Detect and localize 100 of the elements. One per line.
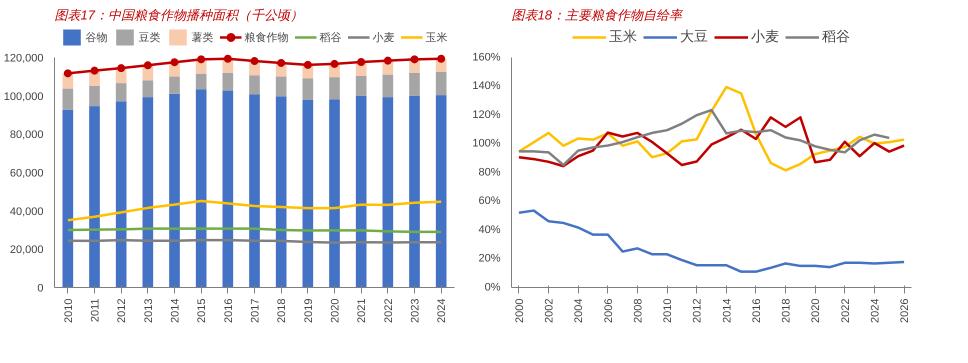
bar bbox=[356, 96, 366, 288]
y-tick-label: 0% bbox=[484, 282, 501, 294]
bar bbox=[142, 97, 154, 288]
x-tick-label: 2013 bbox=[142, 298, 155, 323]
legend-label: 薯类 bbox=[192, 30, 214, 44]
legend-label: 稻谷 bbox=[822, 28, 850, 46]
x-tick-label: 2021 bbox=[356, 298, 368, 323]
y-tick-label: 20% bbox=[478, 252, 501, 265]
bar bbox=[116, 83, 126, 102]
x-tick-label: 2018 bbox=[780, 298, 793, 323]
line-series bbox=[518, 108, 891, 166]
x-tick-label: 2016 bbox=[750, 298, 763, 323]
x-tick-label: 2004 bbox=[573, 298, 586, 323]
x-tick-label: 2002 bbox=[544, 298, 556, 323]
point bbox=[224, 54, 232, 63]
legend-label: 小麦 bbox=[751, 28, 779, 46]
line-series bbox=[518, 209, 906, 273]
legend-label: 谷物 bbox=[86, 30, 108, 44]
y-tick-label: 160% bbox=[472, 51, 501, 64]
point bbox=[277, 58, 286, 67]
bar bbox=[116, 101, 126, 288]
point bbox=[64, 69, 72, 78]
y-tick-label: 100% bbox=[472, 138, 501, 150]
x-tick-label: 2023 bbox=[410, 298, 422, 323]
x-tick-label: 2020 bbox=[810, 298, 822, 323]
y-tick-label: 60% bbox=[478, 195, 501, 208]
y-tick-label: 80,000 bbox=[10, 129, 44, 142]
bar bbox=[276, 96, 286, 288]
point bbox=[304, 60, 312, 69]
x-tick-label: 2016 bbox=[222, 298, 235, 323]
bar bbox=[196, 89, 206, 288]
point bbox=[117, 64, 126, 72]
x-tick-label: 2014 bbox=[170, 298, 182, 323]
line-series bbox=[518, 116, 906, 168]
x-tick-label: 2024 bbox=[869, 298, 882, 323]
bar bbox=[409, 96, 420, 288]
point bbox=[90, 66, 98, 75]
point bbox=[357, 58, 366, 66]
point bbox=[250, 57, 258, 66]
bar bbox=[409, 72, 420, 96]
legend-label: 稻谷 bbox=[320, 30, 342, 44]
x-tick-label: 2012 bbox=[116, 298, 128, 323]
y-tick-label: 40% bbox=[478, 224, 501, 236]
legend-label: 豆类 bbox=[138, 30, 160, 44]
y-tick-label: 40,000 bbox=[10, 206, 44, 218]
point bbox=[170, 58, 178, 66]
point bbox=[144, 61, 152, 70]
bar bbox=[222, 90, 234, 288]
point bbox=[410, 55, 418, 64]
bar bbox=[249, 94, 260, 288]
bar bbox=[382, 74, 394, 98]
bar bbox=[329, 77, 340, 100]
x-tick-label: 2017 bbox=[250, 298, 262, 323]
y-tick-label: 80% bbox=[478, 166, 501, 178]
bar bbox=[142, 80, 154, 98]
bar bbox=[329, 99, 340, 288]
bar bbox=[302, 100, 314, 288]
y-tick-label: 140% bbox=[472, 80, 501, 92]
bar bbox=[62, 88, 74, 110]
bar bbox=[302, 78, 314, 100]
x-tick-label: 2026 bbox=[899, 298, 912, 323]
bar bbox=[169, 94, 180, 288]
chart-title: 图表17：中国粮食作物播种面积（千公顷） bbox=[54, 8, 303, 22]
y-tick-label: 0 bbox=[37, 282, 44, 294]
legend-label: 小麦 bbox=[372, 30, 394, 44]
point bbox=[384, 56, 392, 65]
x-tick-label: 2010 bbox=[62, 298, 75, 323]
chart-title: 图表18：主要粮食作物自给率 bbox=[512, 8, 684, 22]
x-tick-label: 2011 bbox=[90, 298, 102, 322]
point bbox=[437, 54, 446, 63]
x-tick-label: 2006 bbox=[602, 298, 615, 323]
legend-label: 玉米 bbox=[609, 28, 637, 46]
y-tick-label: 120,000 bbox=[4, 52, 44, 64]
bar bbox=[196, 74, 206, 90]
line-series bbox=[66, 200, 442, 222]
bar bbox=[62, 110, 74, 288]
line-series bbox=[518, 86, 906, 172]
bar bbox=[276, 76, 286, 96]
x-tick-label: 2018 bbox=[276, 298, 288, 323]
bar bbox=[249, 75, 260, 94]
x-tick-label: 2019 bbox=[302, 298, 315, 323]
x-tick-label: 2024 bbox=[436, 298, 448, 323]
y-tick-label: 20,000 bbox=[10, 244, 44, 256]
bar bbox=[89, 106, 100, 288]
bar bbox=[382, 97, 394, 288]
point bbox=[330, 60, 338, 68]
legend-label: 粮食作物 bbox=[244, 30, 288, 44]
x-tick-label: 2022 bbox=[840, 298, 852, 323]
point bbox=[197, 55, 206, 64]
y-tick-label: 100,000 bbox=[4, 90, 44, 103]
legend-label: 玉米 bbox=[426, 30, 448, 44]
x-tick-label: 2015 bbox=[196, 298, 208, 323]
bar bbox=[436, 95, 446, 288]
x-tick-label: 2008 bbox=[632, 298, 644, 323]
x-tick-label: 2014 bbox=[721, 298, 734, 323]
x-tick-label: 2012 bbox=[692, 298, 704, 323]
x-tick-label: 2000 bbox=[514, 298, 526, 323]
bar bbox=[169, 76, 180, 94]
y-tick-label: 120% bbox=[472, 108, 501, 121]
x-tick-label: 2020 bbox=[330, 298, 342, 323]
